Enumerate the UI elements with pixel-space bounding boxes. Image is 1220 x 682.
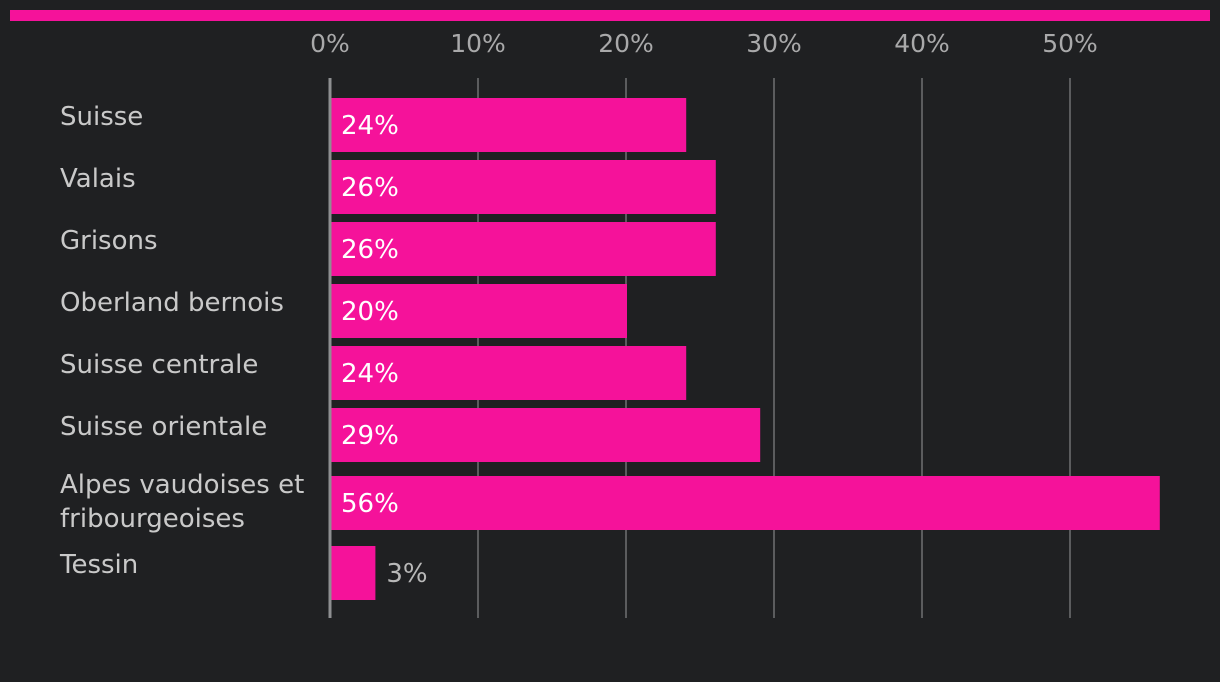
category-label: Tessin	[59, 550, 138, 580]
value-label: 20%	[341, 297, 399, 327]
x-tick-label: 20%	[598, 29, 654, 58]
bar	[331, 346, 687, 400]
bar	[331, 160, 716, 214]
value-label: 24%	[341, 111, 399, 141]
category-label: Suisse centrale	[60, 350, 258, 380]
category-label: Grisons	[60, 226, 158, 256]
category-label: Suisse orientale	[60, 412, 267, 442]
category-label: Suisse	[60, 102, 143, 132]
bars	[331, 98, 1160, 600]
value-labels: 24% 26% 26% 20% 24% 29% 56% 3%	[341, 111, 428, 589]
x-tick-label: 0%	[310, 29, 350, 58]
bar	[331, 284, 627, 338]
value-label: 29%	[341, 421, 399, 451]
value-label: 3%	[386, 559, 427, 589]
bar	[331, 546, 376, 600]
x-tick-label: 30%	[746, 29, 802, 58]
value-label: 24%	[341, 359, 399, 389]
category-label: Valais	[60, 164, 136, 194]
category-labels: Suisse Valais Grisons Oberland bernois Suiss…	[59, 102, 304, 580]
value-label: 26%	[341, 173, 399, 203]
header-accent-bar	[10, 10, 1210, 21]
bar	[331, 476, 1160, 530]
x-tick-label: 50%	[1042, 29, 1098, 58]
category-label: Oberland bernois	[60, 288, 284, 318]
value-label: 26%	[341, 235, 399, 265]
x-tick-label: 10%	[450, 29, 506, 58]
x-tick-label: 40%	[894, 29, 950, 58]
bar	[331, 222, 716, 276]
value-label: 56%	[341, 489, 399, 519]
category-label: Alpes vaudoises et fribourgeoises	[60, 470, 304, 534]
x-axis-tick-labels: 0% 10% 20% 30% 40% 50%	[310, 29, 1098, 58]
bar	[331, 98, 687, 152]
bar	[331, 408, 761, 462]
